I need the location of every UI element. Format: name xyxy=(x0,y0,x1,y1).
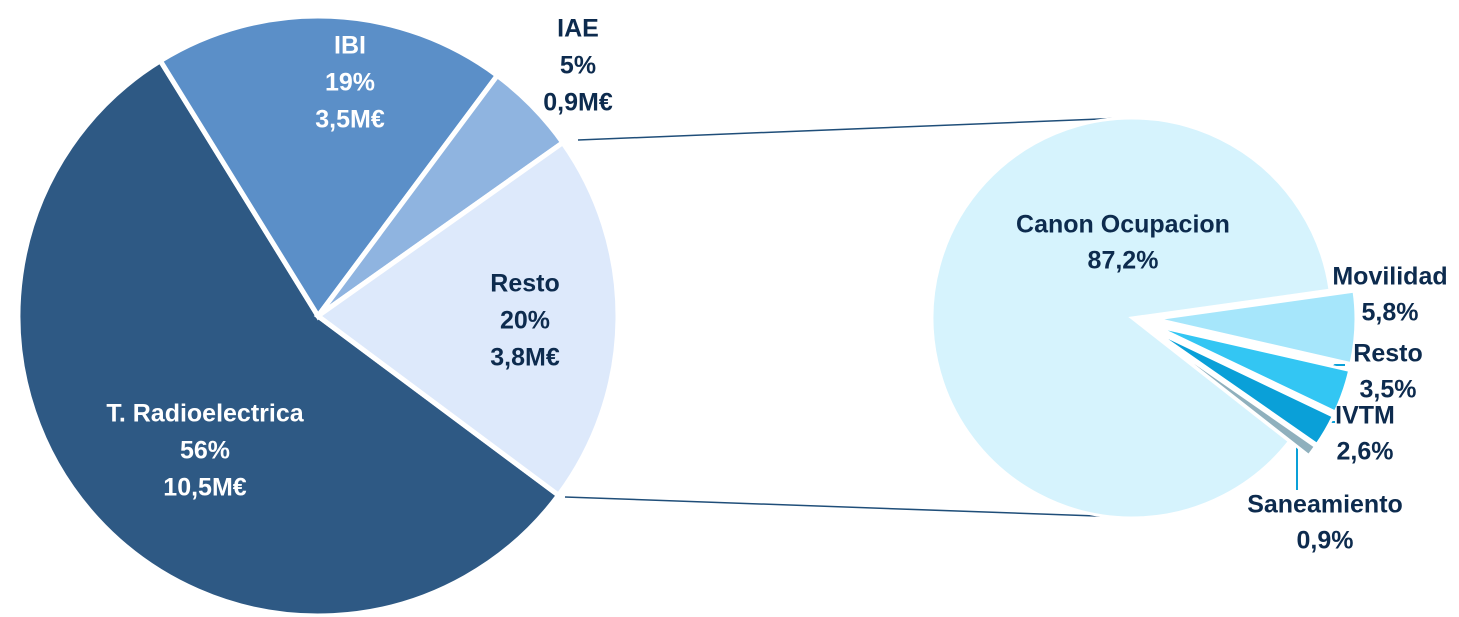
value-label: 5% xyxy=(560,52,596,80)
slice-label: Canon Ocupacion xyxy=(1016,211,1230,239)
pie-slice xyxy=(156,13,501,321)
value-label: 56% xyxy=(180,437,230,465)
slice-label: Resto xyxy=(1353,340,1422,368)
value-label: 20% xyxy=(500,307,550,335)
value-label: 87,2% xyxy=(1088,247,1159,275)
amount-label: 3,5M€ xyxy=(315,106,385,134)
slice-label: IBI xyxy=(334,32,366,60)
value-label: 5,8% xyxy=(1362,299,1419,327)
value-label: 19% xyxy=(325,69,375,97)
amount-label: 0,9M€ xyxy=(543,89,613,117)
pie-slice xyxy=(313,139,621,499)
amount-label: 10,5M€ xyxy=(163,474,246,502)
connector-line xyxy=(564,496,1126,518)
slice-label: Resto xyxy=(490,270,559,298)
pie-slice xyxy=(15,57,563,617)
pie-slice xyxy=(930,116,1332,520)
pie-slice xyxy=(1150,331,1318,458)
value-label: 2,6% xyxy=(1337,438,1394,466)
value-label: 3,5% xyxy=(1360,376,1417,404)
slice-label: Movilidad xyxy=(1332,263,1447,291)
value-label: 0,9% xyxy=(1297,527,1354,555)
connector-line xyxy=(577,117,1126,141)
pie-slice xyxy=(1151,328,1336,447)
slice-label: T. Radioelectrica xyxy=(106,400,304,428)
pie-slice xyxy=(1155,289,1358,366)
slice-label: Saneamiento xyxy=(1247,491,1403,519)
slice-label: IAE xyxy=(557,15,599,43)
slice-label: IVTM xyxy=(1335,402,1395,430)
pie-slice xyxy=(1154,324,1352,414)
amount-label: 3,8M€ xyxy=(490,344,560,372)
